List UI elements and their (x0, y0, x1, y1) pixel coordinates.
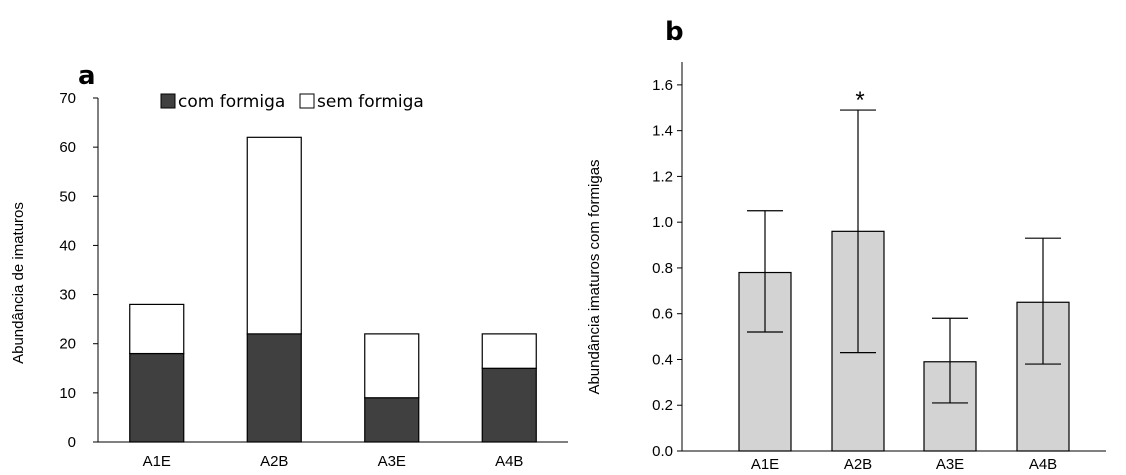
legend-label-com-formiga: com formiga (178, 92, 285, 112)
bar-a1e-sem-formiga (129, 303, 185, 355)
panel-a-y-tick-label: 30 (59, 287, 76, 304)
bar-a3e-com-formiga (364, 397, 420, 443)
bar-a3e-sem-formiga (364, 333, 420, 399)
panel-a-x-tick-label-a1e: A1E (143, 453, 171, 470)
legend-swatch-sem-formiga (299, 93, 315, 109)
panel-b-y-tick-label: 0.4 (652, 351, 673, 368)
panel-a-x-tick-label-a4b: A4B (495, 453, 523, 470)
bar-a4b-com-formiga (481, 367, 537, 443)
panel-a-y-tick-label: 60 (59, 139, 76, 156)
panel-b-y-tick-label: 1.6 (652, 77, 673, 94)
panel-a-label: a (78, 61, 96, 91)
panel-a-y-tick-label: 40 (59, 237, 76, 254)
panel-b-y-axis-title: Abundância imaturos com formigas (586, 159, 603, 394)
panel-b-x-tick-label-a4b: A4B (1029, 456, 1057, 473)
panel-a-y-tick-label: 0 (68, 434, 76, 451)
significance-asterisk: * (855, 87, 864, 114)
panel-b-x-tick-label-a2b: A2B (844, 456, 872, 473)
panel-b-y-tick-label: 0.0 (652, 443, 673, 460)
panel-b-y-tick-label: 0.2 (652, 397, 673, 414)
panel-b-y-tick-label: 0.6 (652, 306, 673, 323)
panel-b-error-bar-chart: b Abundância imaturos com formigas 0.0 0.… (586, 17, 1106, 473)
panel-b-y-tick-label: 1.0 (652, 214, 673, 231)
panel-a-stacked-bar-chart: a Abundância de imaturos com formiga sem… (10, 61, 568, 470)
panel-a-bars (129, 136, 537, 443)
panel-a-axes: 0 10 20 30 40 50 60 70 A1E A2B A3E A4B (59, 90, 568, 470)
bar-a2b-com-formiga (246, 333, 302, 443)
bar-a4b-sem-formiga (481, 333, 537, 369)
panel-a-y-tick-label: 70 (59, 90, 76, 107)
panel-a-y-tick-label: 20 (59, 336, 76, 353)
panel-b-label: b (665, 17, 684, 47)
panel-a-y-tick-label: 50 (59, 188, 76, 205)
panel-a-x-tick-label-a2b: A2B (260, 453, 288, 470)
bar-a2b-sem-formiga (246, 136, 302, 335)
panel-b-x-tick-label-a3e: A3E (936, 456, 964, 473)
panel-a-y-tick-label: 10 (59, 385, 76, 402)
panel-b-x-tick-label-a1e: A1E (751, 456, 779, 473)
panel-b-y-tick-label: 1.2 (652, 168, 673, 185)
legend-label-sem-formiga: sem formiga (317, 92, 424, 112)
panel-b-y-tick-label: 1.4 (652, 123, 673, 140)
panel-a-legend: com formiga sem formiga (160, 92, 424, 112)
legend-swatch-com-formiga (160, 93, 176, 109)
panel-b-bars: * (738, 87, 1070, 452)
bar-a1e-com-formiga (129, 352, 185, 443)
panel-a-y-axis-title: Abundância de imaturos (10, 202, 27, 364)
panel-b-y-tick-label: 0.8 (652, 260, 673, 277)
panel-a-x-tick-label-a3e: A3E (378, 453, 406, 470)
